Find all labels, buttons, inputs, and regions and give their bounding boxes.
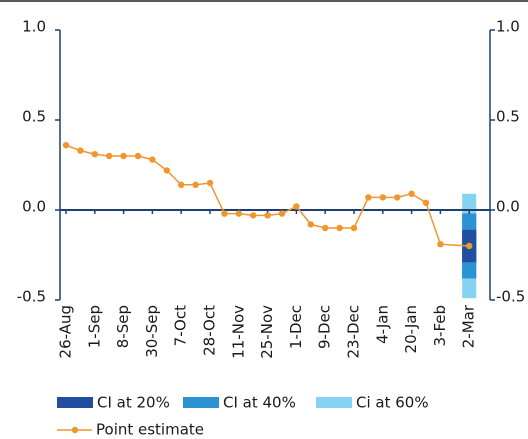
point-marker bbox=[91, 151, 99, 158]
x-tick-label: 3-Feb bbox=[431, 305, 449, 347]
y2-tick-label: 0.0 bbox=[496, 198, 520, 216]
point-marker bbox=[163, 167, 170, 174]
point-marker bbox=[293, 203, 300, 210]
point-marker bbox=[278, 210, 286, 217]
legend-marker bbox=[71, 426, 79, 434]
point-marker bbox=[62, 142, 70, 149]
x-tick-label: 8-Sep bbox=[114, 305, 132, 348]
y2-tick-label: 0.5 bbox=[496, 108, 520, 126]
point-marker bbox=[149, 156, 156, 163]
x-tick-label: 9-Dec bbox=[316, 305, 334, 349]
x-tick-label: 4-Jan bbox=[373, 305, 391, 344]
legend-label: Ci at 60% bbox=[356, 394, 429, 412]
point-marker bbox=[422, 199, 430, 206]
x-tick-label: 11-Nov bbox=[229, 305, 247, 359]
point-marker bbox=[307, 221, 314, 228]
legend-swatch bbox=[316, 397, 352, 408]
point-estimate-line bbox=[65, 144, 470, 247]
x-tick-label: 23-Dec bbox=[345, 305, 363, 359]
point-marker bbox=[77, 147, 84, 154]
point-marker bbox=[206, 179, 214, 187]
point-marker bbox=[250, 212, 257, 219]
point-marker bbox=[322, 224, 329, 232]
x-tick-label: 1-Dec bbox=[287, 305, 305, 349]
y2-tick-label: 1.0 bbox=[496, 18, 520, 36]
point-marker bbox=[235, 210, 242, 217]
y-tick-label: 0.0 bbox=[22, 198, 46, 216]
point-marker bbox=[106, 152, 113, 160]
point-marker bbox=[365, 194, 372, 201]
point-marker bbox=[408, 190, 415, 197]
point-marker bbox=[379, 194, 386, 201]
y-tick-label: -0.5 bbox=[17, 288, 46, 306]
x-tick-label: 26-Aug bbox=[57, 305, 75, 358]
y-tick-label: 0.5 bbox=[22, 108, 46, 126]
x-tick-label: 25-Nov bbox=[258, 305, 276, 359]
x-tick-label: 7-Oct bbox=[172, 305, 190, 346]
point-marker bbox=[192, 181, 199, 188]
point-marker bbox=[466, 242, 473, 250]
point-marker bbox=[336, 224, 343, 232]
x-tick-label: 30-Sep bbox=[143, 305, 161, 358]
legend-label: CI at 20% bbox=[97, 394, 170, 412]
point-marker bbox=[350, 224, 358, 232]
x-tick-label: 2-Mar bbox=[460, 304, 478, 348]
point-marker bbox=[134, 152, 142, 160]
legend-label: CI at 40% bbox=[223, 394, 296, 412]
point-marker bbox=[221, 210, 228, 217]
point-marker bbox=[120, 152, 127, 160]
legend-swatch bbox=[183, 397, 219, 408]
point-marker bbox=[264, 212, 271, 219]
x-tick-label: 28-Oct bbox=[201, 305, 219, 356]
legend-label: Point estimate bbox=[96, 421, 204, 439]
y2-tick-label: -0.5 bbox=[496, 288, 525, 306]
point-marker bbox=[178, 181, 185, 188]
point-marker bbox=[437, 241, 444, 248]
x-tick-label: 1-Sep bbox=[85, 305, 103, 348]
point-marker bbox=[394, 194, 401, 201]
legend-swatch bbox=[57, 397, 93, 408]
x-tick-label: 20-Jan bbox=[402, 305, 420, 353]
y-tick-label: 1.0 bbox=[22, 18, 46, 36]
